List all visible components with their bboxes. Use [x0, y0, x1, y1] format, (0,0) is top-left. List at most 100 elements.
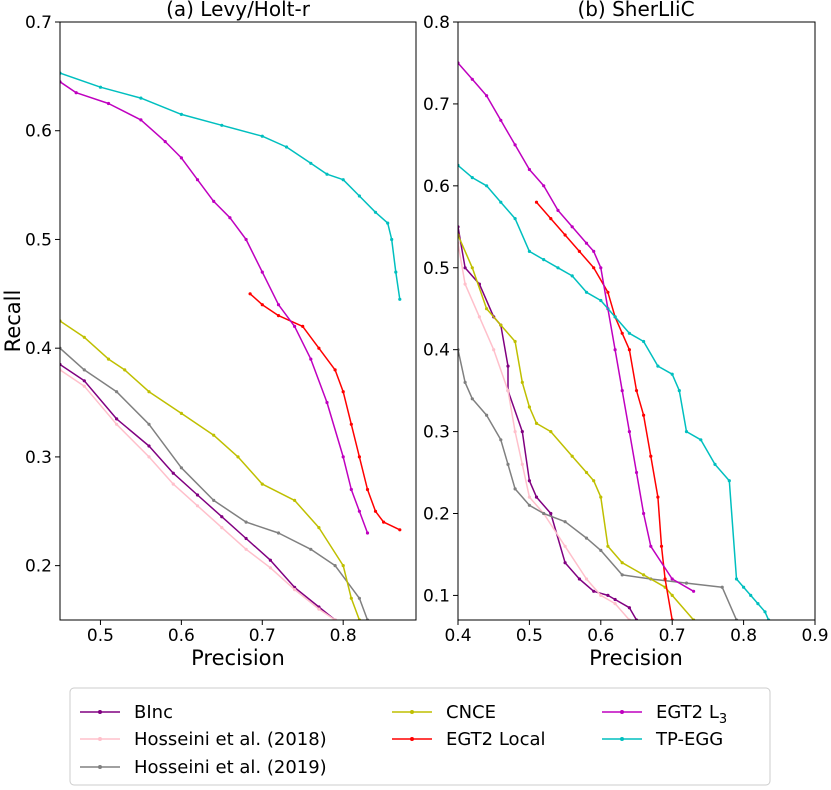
panel-b-point-tpegg — [613, 315, 617, 319]
panel-a-point-egt2l3 — [260, 270, 264, 274]
panel-b-point-h2018 — [506, 389, 510, 393]
panel-a-point-h2018 — [195, 504, 200, 508]
legend-swatch-marker — [620, 710, 624, 714]
panel-b-ytick-label: 0.6 — [423, 177, 450, 197]
panel-a-point-cnce — [341, 564, 345, 568]
panel-a-point-egt2l3 — [212, 199, 216, 203]
panel-a-frame — [59, 21, 417, 621]
panel-b-series-h2018 — [458, 243, 630, 620]
legend-label: TP-EGG — [655, 729, 723, 750]
panel-a-point-h2019 — [115, 390, 119, 394]
panel-b-point-tpegg — [684, 430, 689, 434]
panel-a-point-cnce — [82, 335, 86, 339]
panel-b-ytick-label: 0.5 — [423, 259, 450, 279]
panel-b-point-h2019 — [620, 573, 624, 577]
panel-a-point-egt2l3 — [276, 303, 281, 307]
legend-label: BInc — [134, 702, 173, 723]
panel-a-point-h2018 — [220, 526, 224, 530]
panel-a-xtick-label: 0.5 — [87, 626, 114, 646]
panel-a-point-cnce — [147, 390, 151, 394]
panel-b-point-egt2local — [592, 266, 596, 270]
panel-a-point-h2019 — [212, 498, 216, 502]
panel-a-point-egt2local — [373, 509, 378, 513]
panel-a-point-egt2l3 — [106, 101, 111, 106]
legend-label: Hosseini et al. (2019) — [134, 757, 327, 778]
panel-a-point-binc — [220, 515, 224, 519]
panel-a-ytick-label: 0.7 — [25, 13, 52, 33]
panel-a-ylabel: Recall — [1, 290, 25, 353]
panel-a-point-h2018 — [293, 588, 297, 592]
panel-a-point-egt2l3 — [365, 531, 370, 535]
panel-a-point-egt2l3 — [74, 91, 78, 95]
panel-b-point-cnce — [584, 470, 589, 475]
panel-a-point-cnce — [106, 357, 111, 361]
panel-a-point-cnce — [317, 526, 321, 530]
panel-a-point-tpegg — [98, 85, 103, 89]
panel-a-point-egt2l3 — [179, 156, 183, 160]
legend-swatch-marker — [620, 737, 624, 741]
panel-b-point-h2019 — [499, 438, 503, 442]
panel-a-point-h2018 — [244, 547, 248, 551]
panel-a-point-egt2l3 — [195, 178, 200, 182]
panel-b-point-h2019 — [542, 511, 546, 516]
panel-b-ytick-label: 0.2 — [423, 505, 450, 525]
panel-b-point-egt2l3 — [692, 589, 696, 593]
panel-b-point-cnce — [527, 405, 532, 409]
panel-b-point-egt2l3 — [470, 77, 474, 81]
panel-b-series — [458, 61, 771, 620]
panel-b-point-tpegg — [513, 217, 517, 221]
panel-b-point-egt2l3 — [513, 143, 517, 147]
panel-b-ticks: 0.4 0.5 0.6 0.7 0.8 0.9 0.1 0.2 0.3 0.4 0.5 0.6 0.7 0… — [423, 13, 829, 646]
panel-a-point-tpegg — [386, 221, 390, 225]
panel-a-ytick-label: 0.6 — [25, 122, 52, 142]
panel-b-point-egt2local — [663, 577, 667, 581]
legend-entry-h2019: Hosseini et al. (2019) — [80, 757, 327, 778]
panel-a-point-egt2local — [248, 292, 252, 296]
panel-b-point-binc — [606, 593, 610, 598]
panel-b-point-tpegg — [570, 274, 574, 278]
panel-a-series — [60, 71, 402, 620]
panel-b-point-egt2local — [549, 217, 553, 221]
panel-b-point-egt2local — [577, 249, 582, 253]
panel-b-xtick-label: 0.4 — [444, 626, 471, 646]
panel-b-point-cnce — [606, 544, 610, 548]
panel-b-point-h2019 — [513, 487, 517, 491]
legend-label-main: EGT2 L — [656, 702, 719, 723]
panel-b-point-cnce — [549, 430, 553, 434]
panel-a-point-tpegg — [325, 172, 329, 176]
panel-b-point-h2019 — [684, 581, 689, 585]
legend-swatch-marker — [410, 710, 414, 714]
panel-a-point-cnce — [260, 482, 264, 486]
panel-b-point-egt2l3 — [642, 511, 646, 516]
panel-b-point-h2019 — [599, 548, 603, 553]
panel-b-point-tpegg — [713, 462, 717, 466]
panel-b-point-egt2local — [659, 544, 664, 548]
panel-a-point-binc — [82, 379, 86, 383]
panel-b-point-cnce — [570, 454, 574, 458]
panel-b-point-binc — [549, 511, 553, 516]
panel-b-point-egt2l3 — [670, 577, 674, 581]
panel-b-point-cnce — [499, 323, 503, 327]
panel-b-point-h2018 — [563, 544, 567, 548]
panel-a-point-tpegg — [398, 297, 402, 301]
panel-b-point-egt2l3 — [527, 167, 532, 172]
panel-b-point-tpegg — [470, 176, 474, 180]
panel-b-xlabel: Precision — [589, 646, 683, 670]
panel-a-point-egt2local — [260, 303, 264, 307]
panel-b-point-egt2local — [606, 290, 610, 294]
panel-a-point-egt2l3 — [341, 455, 345, 459]
legend-label: EGT2 Local — [446, 729, 546, 750]
legend-entries: BInc Hosseini et al. (2018) Hosseini et al… — [80, 702, 727, 778]
panel-b-point-egt2l3 — [592, 249, 596, 253]
panel-b-point-tpegg — [527, 249, 532, 253]
panel-b-point-cnce — [642, 573, 646, 577]
panel-b-ytick-label: 0.7 — [423, 95, 450, 115]
panel-a-point-h2019 — [309, 547, 313, 551]
legend-entry-h2018: Hosseini et al. (2018) — [80, 729, 327, 750]
panel-a-point-egt2l3 — [357, 509, 361, 513]
panel-a-point-egt2local — [382, 520, 386, 524]
panel-b-point-h2018 — [477, 315, 481, 319]
panel-b-point-h2019 — [463, 380, 467, 384]
panel-b-point-egt2l3 — [627, 430, 632, 434]
